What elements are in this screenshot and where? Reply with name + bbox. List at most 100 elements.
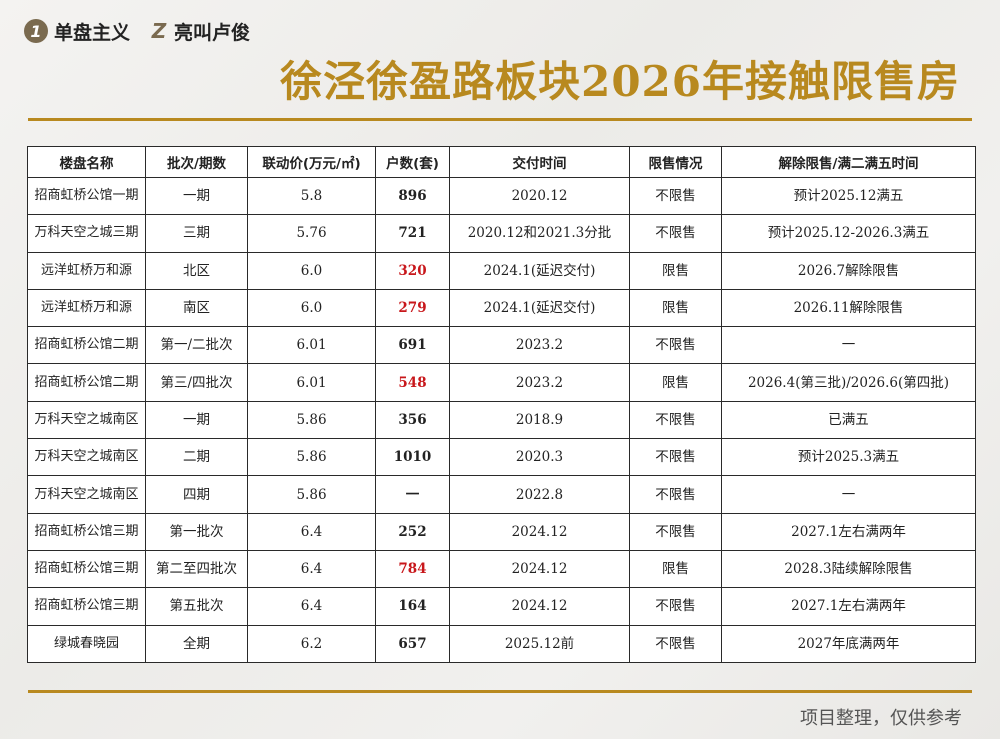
cell-batch: 三期 [145,214,248,253]
column-header-name: 楼盘名称 [27,146,146,178]
cell-price: 6.01 [247,326,376,365]
cell-release: 2026.7解除限售 [721,251,976,290]
cell-batch: 四期 [145,475,248,514]
column-header-batch: 批次/期数 [145,146,248,178]
cell-delivery: 2020.3 [449,438,630,477]
cell-status: 不限售 [629,326,722,365]
cell-batch: 第一批次 [145,512,248,551]
table-row: 万科天空之城南区 一期 5.86 356 2018.9 不限售 已满五 [27,400,976,440]
cell-price: 6.0 [247,288,376,328]
cell-delivery: 2020.12 [449,176,630,216]
cell-batch: 全期 [145,624,248,663]
cell-price: 6.4 [247,587,376,626]
cell-price: 6.0 [247,251,376,290]
cell-units: 691 [375,326,450,365]
table-row: 万科天空之城南区 四期 5.86 一 2022.8 不限售一 [27,475,976,514]
cell-status: 不限售 [629,624,722,663]
cell-units: 164 [375,587,450,626]
cell-release: 预计2025.12满五 [721,176,976,216]
table-row: 远洋虹桥万和源 北区 6.0 320 2024.1(延迟交付) 限售 2026.7解除限售 [27,251,976,290]
cell-release: 2026.4(第三批)/2026.6(第四批) [721,363,976,402]
cell-name: 招商虹桥公馆三期 [27,512,146,551]
cell-units: 252 [375,512,450,551]
table-row: 招商虹桥公馆三期 第五批次 6.4 164 2024.12 不限售 2027.1左右满两年 [27,587,976,626]
cell-units: 一 [375,475,450,514]
cell-units: 721 [375,214,450,253]
cell-name: 招商虹桥公馆一期 [27,176,146,216]
brand-bar: 1 单盘主义 Z 亮叫卢俊 [24,14,250,48]
table-row: 绿城春晓园 全期 6.2 657 2025.12前 不限售 2027年底满两年 [27,624,976,663]
cell-units: 548 [375,363,450,402]
cell-batch: 一期 [145,176,248,216]
cell-delivery: 2024.1(延迟交付) [449,251,630,290]
cell-release: 预计2025.12-2026.3满五 [721,214,976,253]
cell-batch: 北区 [145,251,248,290]
cell-delivery: 2023.2 [449,363,630,402]
cell-name: 远洋虹桥万和源 [27,251,146,290]
cell-status: 不限售 [629,512,722,551]
cell-status: 不限售 [629,176,722,216]
cell-status: 不限售 [629,475,722,514]
table-row: 招商虹桥公馆二期 第三/四批次 6.01 548 2023.2 限售 2026.4(第三批)… [27,363,976,402]
cell-price: 6.2 [247,624,376,663]
column-header-price: 联动价(万元/㎡) [247,146,376,178]
cell-units: 784 [375,549,450,589]
table-row: 招商虹桥公馆一期 一期 5.8 896 2020.12 不限售 预计2025.12满五 [27,176,976,216]
cell-batch: 南区 [145,288,248,328]
brand-name: 单盘主义 [54,21,131,44]
cell-name: 远洋虹桥万和源 [27,288,146,328]
cell-batch: 第二至四批次 [145,549,248,589]
page-title: 徐泾徐盈路板块2026年接触限售房 [280,57,960,106]
cell-release: 一 [721,326,976,365]
table-body: 招商虹桥公馆一期 一期 5.8 896 2020.12 不限售 预计2025.12满五 万科天… [27,176,976,663]
cell-release: 2026.11解除限售 [721,288,976,328]
cell-name: 绿城春晓园 [27,624,146,663]
cell-delivery: 2024.1(延迟交付) [449,288,630,328]
cell-release: 2027.1左右满两年 [721,587,976,626]
cell-status: 不限售 [629,400,722,440]
cell-status: 限售 [629,549,722,589]
cell-status: 限售 [629,288,722,328]
cell-price: 5.8 [247,176,376,216]
cell-name: 招商虹桥公馆三期 [27,587,146,626]
cell-name: 万科天空之城南区 [27,438,146,477]
cell-name: 万科天空之城南区 [27,475,146,514]
cell-release: 一 [721,475,976,514]
cell-delivery: 2024.12 [449,549,630,589]
cell-price: 5.86 [247,400,376,440]
cell-delivery: 2024.12 [449,512,630,551]
cell-status: 限售 [629,363,722,402]
table-row: 招商虹桥公馆三期 第一批次 6.4 252 2024.12 不限售 2027.1左右满两年 [27,512,976,551]
cell-batch: 二期 [145,438,248,477]
cell-price: 5.76 [247,214,376,253]
cell-release: 2028.3陆续解除限售 [721,549,976,589]
table-row: 万科天空之城南区 二期 5.86 1010 2020.3 不限售 预计2025.3满五 [27,438,976,477]
brand-logo-icon: 1 [24,19,48,43]
cell-name: 万科天空之城南区 [27,400,146,440]
cell-status: 限售 [629,251,722,290]
cell-delivery: 2018.9 [449,400,630,440]
footer-note: 项目整理，仅供参考 [800,708,962,729]
cell-name: 万科天空之城三期 [27,214,146,253]
cell-name: 招商虹桥公馆二期 [27,363,146,402]
cell-release: 预计2025.3满五 [721,438,976,477]
cell-name: 招商虹桥公馆三期 [27,549,146,589]
table-row: 招商虹桥公馆三期 第二至四批次 6.4 784 2024.12 限售 2028.3陆续解除限… [27,549,976,589]
cell-delivery: 2020.12和2021.3分批 [449,214,630,253]
cell-delivery: 2023.2 [449,326,630,365]
column-header-units: 户数(套) [375,146,450,178]
cell-price: 5.86 [247,438,376,477]
cell-units: 279 [375,288,450,328]
cell-price: 5.86 [247,475,376,514]
bottom-divider [28,690,972,693]
table-row: 远洋虹桥万和源 南区 6.0 279 2024.1(延迟交付) 限售 2026.11解除限售 [27,288,976,328]
top-divider [28,118,972,121]
cell-units: 1010 [375,438,450,477]
restricted-housing-table: 楼盘名称 批次/期数 联动价(万元/㎡) 户数(套) 交付时间 限售情况 解除限… [27,146,976,663]
cell-batch: 第五批次 [145,587,248,626]
column-header-status: 限售情况 [629,146,722,178]
cell-release: 2027.1左右满两年 [721,512,976,551]
column-header-release: 解除限售/满二满五时间 [721,146,976,178]
cell-price: 6.4 [247,549,376,589]
cell-units: 320 [375,251,450,290]
